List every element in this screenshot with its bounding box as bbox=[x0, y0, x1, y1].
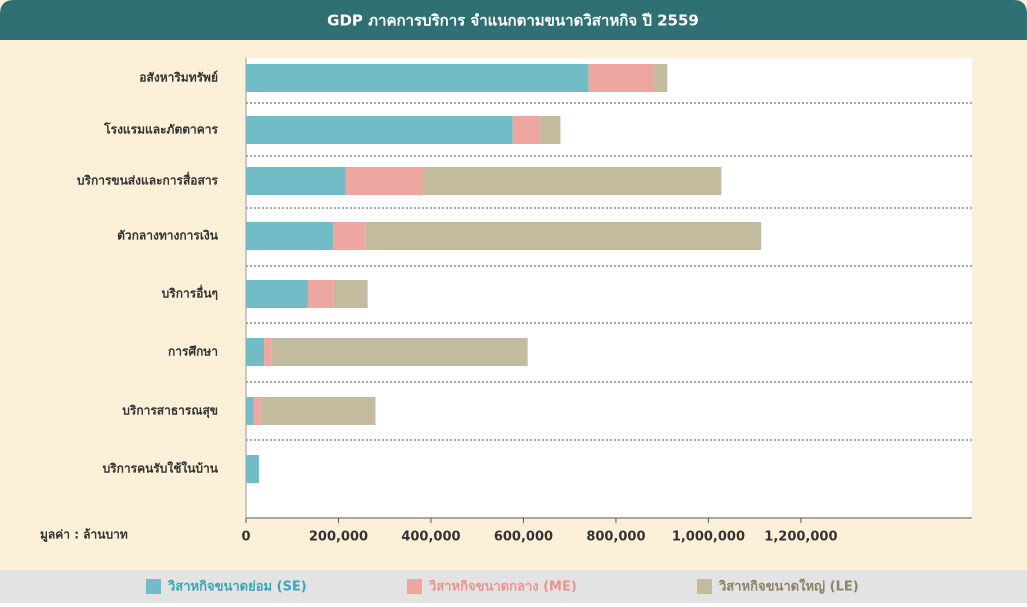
bar-segment bbox=[246, 338, 265, 366]
y-tick-label: อสังหาริมทรัพย์ bbox=[139, 71, 218, 85]
bar-segment bbox=[588, 64, 654, 92]
bar-segment bbox=[253, 397, 261, 425]
bar-segment bbox=[653, 64, 668, 92]
y-tick-label: โรงแรมและภัตตาคาร bbox=[103, 122, 218, 137]
legend-swatch bbox=[697, 579, 712, 594]
x-tick-label: 1,200,000 bbox=[764, 530, 837, 545]
y-tick-label: บริการสาธารณสุข bbox=[122, 404, 218, 419]
x-tick-label: 800,000 bbox=[586, 530, 645, 545]
legend-label: วิสาหกิจขนาดกลาง (ME) bbox=[428, 580, 577, 595]
bar-segment bbox=[246, 455, 259, 483]
x-tick-label: 600,000 bbox=[494, 530, 553, 545]
legend-swatch bbox=[146, 579, 161, 594]
x-tick-label: 200,000 bbox=[309, 530, 368, 545]
bar-segment bbox=[423, 167, 722, 195]
x-tick-label: 0 bbox=[241, 530, 250, 545]
bar-segment bbox=[260, 397, 376, 425]
bar-segment bbox=[332, 222, 366, 250]
legend-label: วิสาหกิจขนาดย่อม (SE) bbox=[167, 580, 306, 595]
x-tick-label: 400,000 bbox=[401, 530, 460, 545]
y-tick-label: การศึกษา bbox=[168, 345, 218, 359]
bar-segment bbox=[512, 116, 540, 144]
bar-segment bbox=[246, 167, 346, 195]
legend-swatch bbox=[407, 579, 422, 594]
bar-segment bbox=[271, 338, 528, 366]
title-bar bbox=[0, 0, 1027, 40]
bar-segment bbox=[246, 222, 333, 250]
y-tick-label: บริการขนส่งและการสื่อสาร bbox=[77, 172, 219, 188]
bar-segment bbox=[246, 397, 254, 425]
chart-title: GDP ภาคการบริการ จำแนกตามขนาดวิสาหกิจ ปี… bbox=[327, 12, 699, 30]
bar-segment bbox=[345, 167, 424, 195]
bar-segment bbox=[333, 280, 368, 308]
bar-segment bbox=[539, 116, 561, 144]
y-tick-label: บริการคนรับใช้ในบ้าน bbox=[103, 461, 219, 476]
legend-label: วิสาหกิจขนาดใหญ่ (LE) bbox=[718, 578, 858, 595]
bar-segment bbox=[246, 64, 589, 92]
x-axis-label: มูลค่า : ล้านบาท bbox=[40, 528, 128, 543]
bar-segment bbox=[246, 116, 513, 144]
bar-segment bbox=[307, 280, 334, 308]
y-tick-label: บริการอื่นๆ bbox=[162, 285, 218, 301]
y-tick-label: ตัวกลางทางการเงิน bbox=[117, 229, 219, 243]
bar-segment bbox=[246, 280, 308, 308]
x-tick-label: 1,000,000 bbox=[672, 530, 745, 545]
bar-segment bbox=[264, 338, 272, 366]
bar-segment bbox=[365, 222, 762, 250]
legend-bar bbox=[0, 570, 1027, 603]
